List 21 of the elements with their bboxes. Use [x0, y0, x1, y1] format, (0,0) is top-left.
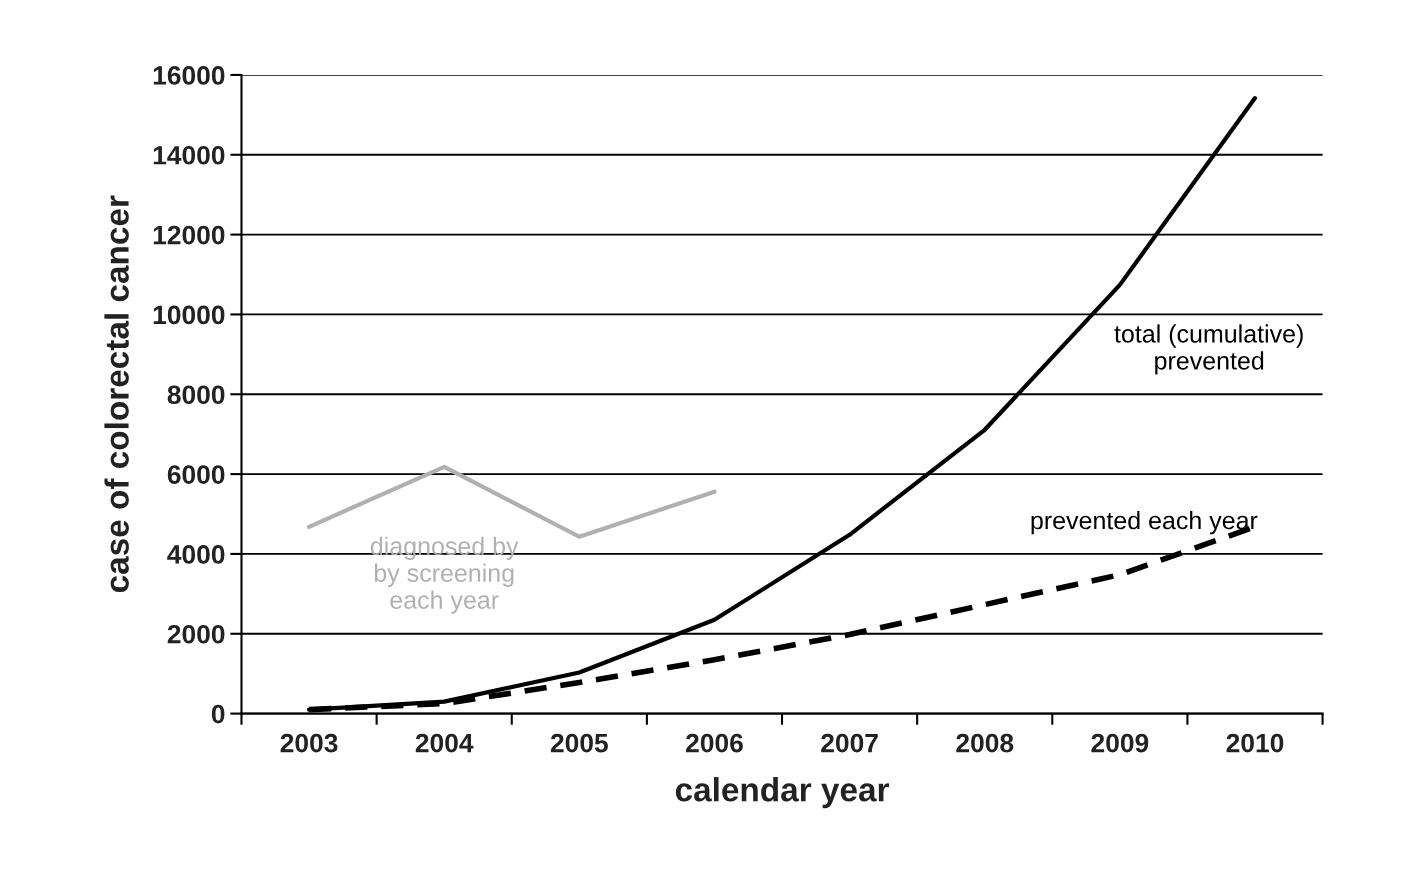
series-label: total (cumulative) prevented — [1114, 324, 1303, 375]
x-axis-title: calendar year — [675, 777, 890, 809]
series-label: prevented each year — [1031, 510, 1258, 535]
y-tick-label: 16000 — [153, 66, 225, 85]
y-tick-label: 4000 — [167, 545, 225, 564]
x-tick-label: 2007 — [821, 733, 878, 753]
x-tick-label: 2004 — [415, 733, 474, 753]
y-axis-title: case of colorectal cancer — [104, 195, 129, 593]
y-tick-label: 12000 — [153, 225, 225, 245]
y-tick-label: 8000 — [167, 385, 225, 405]
x-tick-label: 2006 — [686, 733, 743, 753]
y-tick-label: 6000 — [167, 465, 225, 484]
y-tick-label: 2000 — [167, 624, 225, 644]
x-tick-label: 2005 — [550, 733, 608, 753]
x-tick-label: 2008 — [956, 733, 1014, 753]
x-tick-label: 2003 — [280, 733, 338, 753]
x-tick-label: 2009 — [1091, 733, 1149, 753]
y-tick-label: 14000 — [153, 145, 225, 165]
y-tick-label: 10000 — [153, 305, 225, 325]
x-tick-label: 2010 — [1226, 733, 1284, 753]
y-tick-label: 0 — [211, 704, 225, 724]
